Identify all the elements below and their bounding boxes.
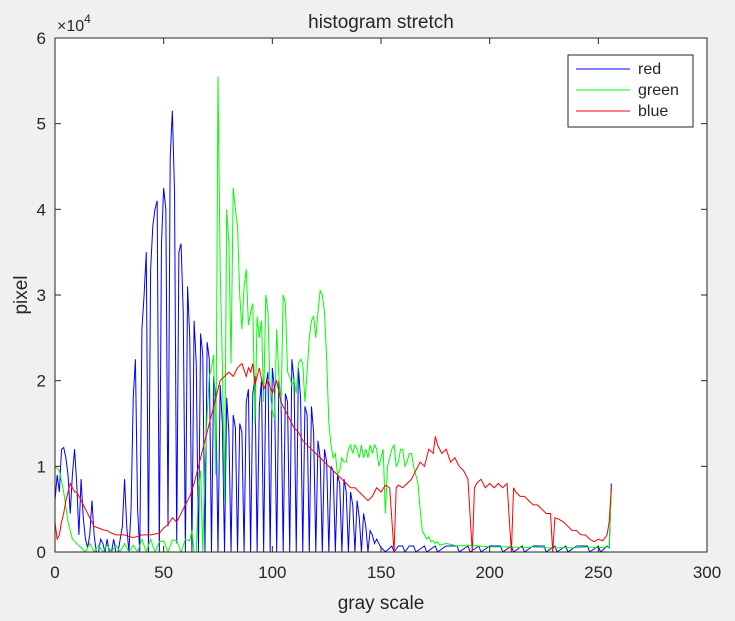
x-tick-label: 200 [475,563,503,582]
y-tick-label: 3 [37,286,46,305]
y-tick-label: 5 [37,115,46,134]
x-tick-label: 0 [50,563,59,582]
y-tick-label: 6 [37,29,46,48]
y-tick-label: 1 [37,457,46,476]
x-tick-label: 100 [258,563,286,582]
legend-box [567,54,694,128]
y-tick-label: 0 [37,543,46,562]
x-tick-label: 150 [367,563,395,582]
y-exponent-power: 4 [84,12,91,26]
x-tick-label: 300 [693,563,721,582]
x-tick-label: 250 [584,563,612,582]
x-axis-label: gray scale [338,593,425,614]
legend-items: red green blue [576,61,679,120]
series-line-blue [54,362,612,553]
legend-label-red: red [638,61,661,78]
series-line-green [54,76,612,554]
plot-lines [54,76,612,554]
y-tick-label: 4 [37,200,46,219]
y-tick-label: 2 [37,372,46,391]
y-axis-label: pixel [11,275,32,314]
y-exponent-base: ×10 [57,18,84,35]
series-line-red [54,110,612,554]
legend[interactable]: red green blue [567,54,694,128]
legend-label-green: green [638,82,679,99]
y-exponent-label: ×104 [57,12,91,35]
legend-label-blue: blue [638,103,668,120]
chart-title: histogram stretch [308,12,454,33]
x-tick-label: 50 [154,563,173,582]
ticks: 0 50 100 150 200 250 300 0 1 2 3 4 5 6 [37,29,722,582]
